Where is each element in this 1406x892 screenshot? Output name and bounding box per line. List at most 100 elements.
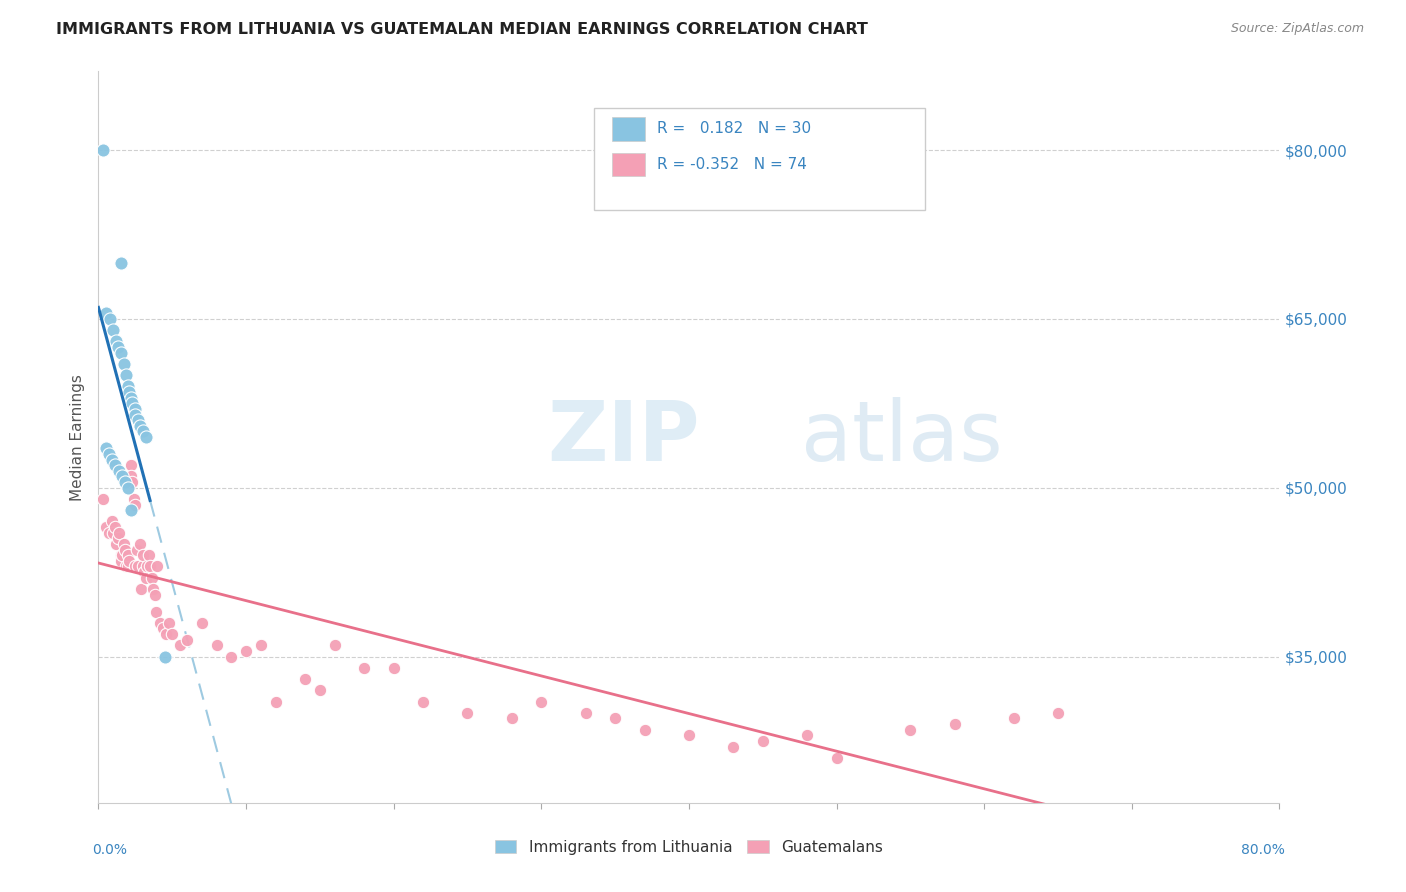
Point: [128, 418, 150, 433]
Point: [124, 559, 146, 574]
Point: [235, 644, 257, 658]
Point: [108, 525, 131, 540]
Point: [115, 368, 138, 383]
Point: [138, 548, 160, 562]
Text: R =   0.182   N = 30: R = 0.182 N = 30: [657, 121, 811, 136]
Point: [121, 475, 143, 489]
Point: [530, 694, 553, 708]
Point: [107, 340, 129, 354]
Point: [205, 638, 228, 652]
FancyBboxPatch shape: [612, 118, 645, 141]
Point: [105, 334, 128, 349]
Point: [117, 379, 139, 393]
Point: [134, 565, 156, 579]
Point: [143, 588, 166, 602]
Point: [501, 711, 523, 725]
Point: [107, 532, 129, 546]
Point: [1047, 706, 1070, 720]
Point: [149, 615, 172, 630]
Point: [132, 559, 155, 574]
Point: [97, 447, 120, 461]
Point: [124, 408, 146, 422]
Point: [634, 723, 657, 737]
Point: [120, 469, 142, 483]
Point: [412, 694, 434, 708]
Point: [105, 537, 128, 551]
Point: [103, 525, 125, 540]
Point: [122, 491, 145, 506]
Point: [108, 464, 131, 478]
Point: [91, 143, 114, 157]
Point: [104, 458, 127, 473]
Point: [100, 515, 122, 529]
Point: [294, 672, 316, 686]
Point: [100, 452, 122, 467]
Point: [117, 548, 139, 562]
Point: [127, 413, 149, 427]
Point: [353, 661, 375, 675]
Point: [112, 357, 135, 371]
Point: [120, 391, 142, 405]
Point: [127, 559, 149, 574]
Text: ZIP: ZIP: [547, 397, 700, 477]
Point: [110, 554, 132, 568]
Point: [104, 520, 127, 534]
Point: [152, 621, 174, 635]
Point: [121, 396, 143, 410]
Point: [118, 554, 141, 568]
Point: [1002, 711, 1025, 725]
FancyBboxPatch shape: [612, 153, 645, 176]
Point: [678, 728, 700, 742]
Point: [169, 638, 191, 652]
Point: [94, 442, 117, 456]
Point: [120, 458, 142, 473]
Point: [118, 385, 141, 400]
Point: [145, 605, 167, 619]
Point: [125, 542, 148, 557]
Point: [128, 537, 150, 551]
Point: [114, 542, 136, 557]
Point: [825, 751, 848, 765]
Point: [309, 683, 332, 698]
Point: [250, 638, 273, 652]
Point: [752, 734, 775, 748]
Point: [146, 559, 169, 574]
Text: atlas: atlas: [801, 397, 1002, 477]
Text: 80.0%: 80.0%: [1241, 843, 1285, 857]
Point: [323, 638, 346, 652]
Point: [796, 728, 818, 742]
Point: [141, 571, 163, 585]
Point: [575, 706, 598, 720]
Point: [97, 525, 120, 540]
Text: IMMIGRANTS FROM LITHUANIA VS GUATEMALAN MEDIAN EARNINGS CORRELATION CHART: IMMIGRANTS FROM LITHUANIA VS GUATEMALAN …: [56, 22, 868, 37]
Point: [139, 559, 162, 574]
Point: [115, 559, 138, 574]
Point: [900, 723, 922, 737]
Point: [103, 323, 125, 337]
Point: [112, 537, 135, 551]
Point: [176, 632, 198, 647]
Point: [136, 559, 159, 574]
Point: [132, 548, 155, 562]
Point: [157, 615, 180, 630]
Point: [605, 711, 627, 725]
Point: [155, 627, 177, 641]
Point: [98, 312, 121, 326]
Point: [221, 649, 243, 664]
Point: [94, 520, 117, 534]
Point: [120, 503, 142, 517]
Point: [129, 582, 152, 596]
Legend: Immigrants from Lithuania, Guatemalans: Immigrants from Lithuania, Guatemalans: [489, 834, 889, 861]
Point: [124, 498, 146, 512]
Point: [191, 615, 214, 630]
Point: [264, 694, 287, 708]
Point: [117, 481, 139, 495]
Point: [91, 491, 114, 506]
Point: [110, 255, 132, 269]
Point: [162, 627, 183, 641]
Point: [111, 469, 134, 483]
Point: [135, 430, 157, 444]
Text: Source: ZipAtlas.com: Source: ZipAtlas.com: [1230, 22, 1364, 36]
Point: [132, 425, 155, 439]
FancyBboxPatch shape: [595, 108, 925, 211]
